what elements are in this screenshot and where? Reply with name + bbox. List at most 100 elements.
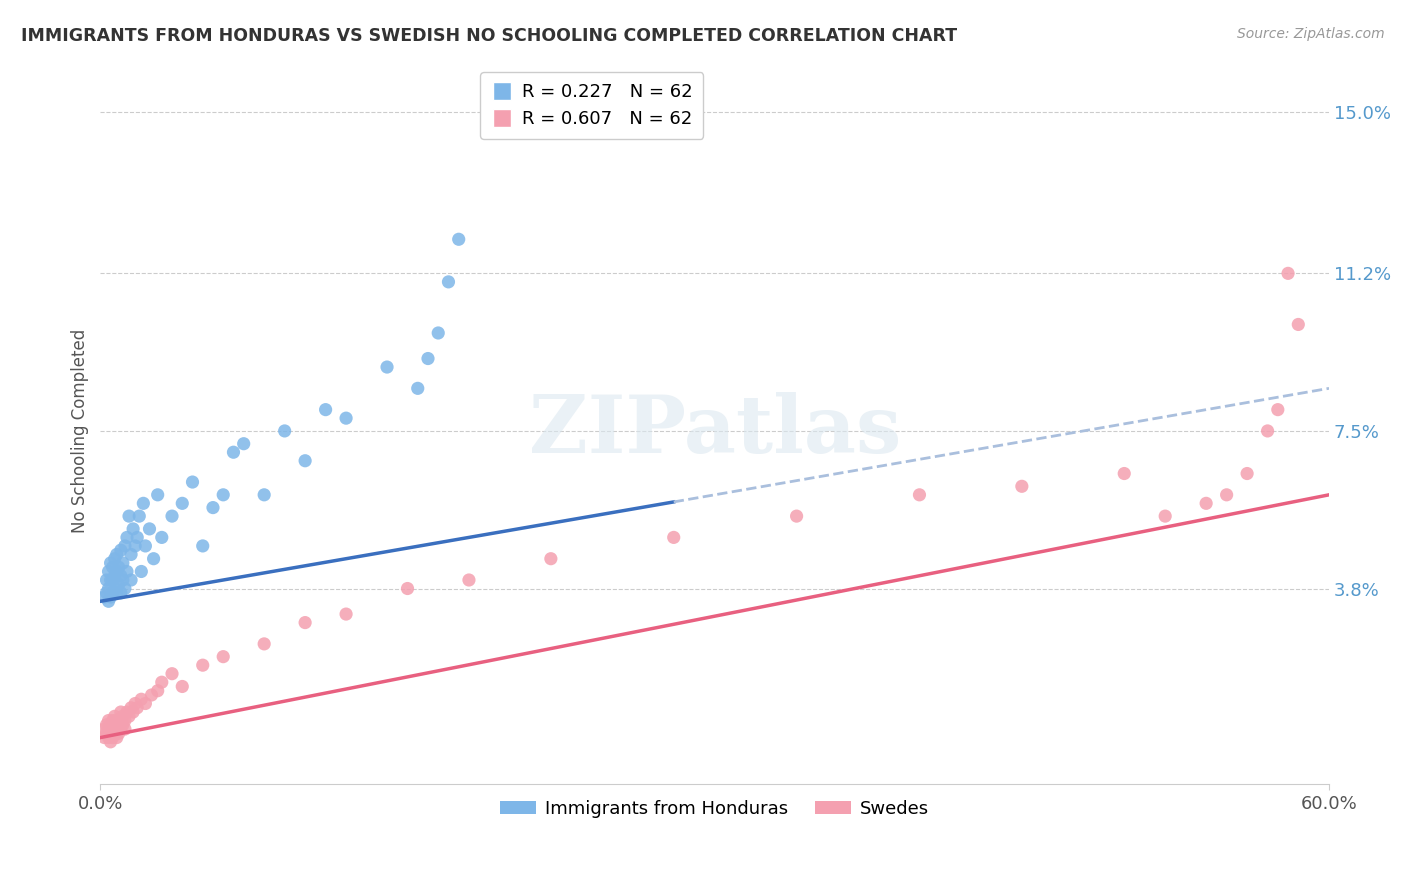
Point <box>107 726 129 740</box>
Point <box>107 560 129 574</box>
Point <box>114 582 136 596</box>
Point <box>96 586 118 600</box>
Text: Source: ZipAtlas.com: Source: ZipAtlas.com <box>1237 27 1385 41</box>
Point <box>1277 266 1299 280</box>
Point <box>138 522 160 536</box>
Point <box>406 381 429 395</box>
Point <box>104 709 127 723</box>
Point <box>132 496 155 510</box>
Point <box>120 548 142 562</box>
Point <box>396 582 419 596</box>
Point <box>97 714 120 728</box>
Point <box>427 326 450 340</box>
Legend: Immigrants from Honduras, Swedes: Immigrants from Honduras, Swedes <box>492 792 936 825</box>
Point <box>101 573 124 587</box>
Point <box>141 688 163 702</box>
Point <box>115 705 138 719</box>
Point <box>1257 424 1279 438</box>
Point <box>107 577 129 591</box>
Point <box>212 649 235 664</box>
Point <box>1114 467 1136 481</box>
Point <box>101 722 124 736</box>
Point <box>315 402 337 417</box>
Point <box>160 666 183 681</box>
Point <box>375 359 398 374</box>
Point <box>115 565 138 579</box>
Point <box>253 488 276 502</box>
Point <box>111 556 134 570</box>
Point <box>146 488 169 502</box>
Point <box>447 232 470 246</box>
Point <box>93 590 115 604</box>
Point <box>294 615 316 630</box>
Point <box>97 565 120 579</box>
Y-axis label: No Schooling Completed: No Schooling Completed <box>72 329 89 533</box>
Point <box>110 705 132 719</box>
Point <box>111 573 134 587</box>
Point <box>122 705 145 719</box>
Point <box>124 697 146 711</box>
Point <box>110 586 132 600</box>
Point <box>101 586 124 600</box>
Point <box>105 548 128 562</box>
Point <box>118 509 141 524</box>
Point <box>100 726 122 740</box>
Point <box>127 700 149 714</box>
Point <box>97 582 120 596</box>
Point <box>105 722 128 736</box>
Point <box>104 568 127 582</box>
Point <box>97 594 120 608</box>
Point <box>232 436 254 450</box>
Point <box>335 411 357 425</box>
Point <box>122 522 145 536</box>
Point <box>100 735 122 749</box>
Point <box>100 718 122 732</box>
Point <box>101 714 124 728</box>
Point <box>111 709 134 723</box>
Point <box>97 722 120 736</box>
Point <box>111 718 134 732</box>
Point <box>120 700 142 714</box>
Point <box>110 722 132 736</box>
Point <box>134 539 156 553</box>
Point <box>115 530 138 544</box>
Point <box>191 539 214 553</box>
Point <box>150 530 173 544</box>
Point <box>101 731 124 745</box>
Point <box>114 714 136 728</box>
Point <box>104 726 127 740</box>
Point <box>101 560 124 574</box>
Point <box>662 530 685 544</box>
Point <box>110 714 132 728</box>
Point <box>96 573 118 587</box>
Point <box>150 675 173 690</box>
Point <box>100 590 122 604</box>
Point <box>1011 479 1033 493</box>
Point <box>294 454 316 468</box>
Point <box>118 709 141 723</box>
Point <box>172 680 194 694</box>
Point <box>110 543 132 558</box>
Point <box>253 637 276 651</box>
Point <box>540 551 562 566</box>
Text: ZIPatlas: ZIPatlas <box>529 392 901 470</box>
Point <box>1195 496 1218 510</box>
Point <box>201 500 224 515</box>
Point <box>114 722 136 736</box>
Point <box>416 351 439 366</box>
Point <box>127 530 149 544</box>
Point <box>181 475 204 489</box>
Point <box>1154 509 1177 524</box>
Point <box>105 714 128 728</box>
Point <box>222 445 245 459</box>
Point <box>172 496 194 510</box>
Point <box>908 488 931 502</box>
Point <box>212 488 235 502</box>
Point <box>105 731 128 745</box>
Point <box>97 731 120 745</box>
Point <box>100 573 122 587</box>
Point <box>191 658 214 673</box>
Point <box>1236 467 1258 481</box>
Point <box>786 509 808 524</box>
Point <box>93 731 115 745</box>
